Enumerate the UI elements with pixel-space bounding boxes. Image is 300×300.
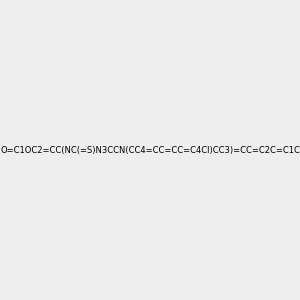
Text: O=C1OC2=CC(NC(=S)N3CCN(CC4=CC=CC=C4Cl)CC3)=CC=C2C=C1C: O=C1OC2=CC(NC(=S)N3CCN(CC4=CC=CC=C4Cl)CC… (0, 146, 300, 154)
